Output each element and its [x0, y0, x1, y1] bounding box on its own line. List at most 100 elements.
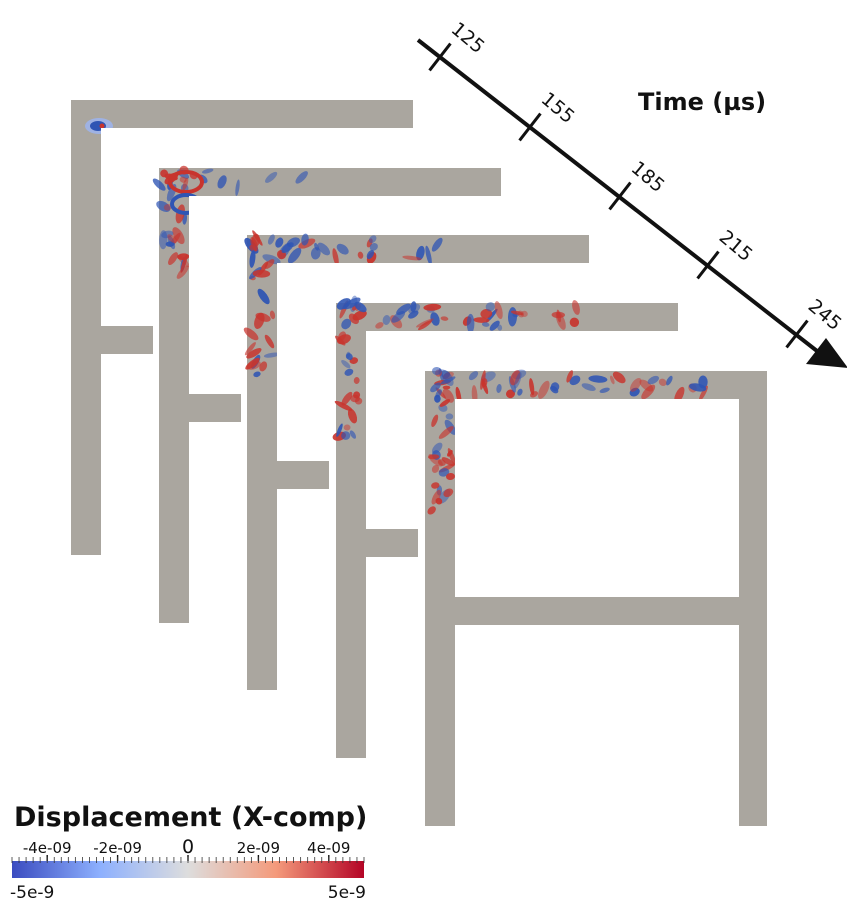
wave-blob [473, 317, 490, 323]
wave-blob [264, 334, 275, 349]
wave-field [427, 366, 708, 515]
wave-blob [441, 457, 455, 467]
wave-blob [510, 310, 524, 316]
wave-blob [609, 375, 615, 385]
colorbar-gradient [12, 861, 364, 878]
wave-blob [253, 371, 261, 378]
wave-blob [249, 250, 256, 268]
wave-blob [435, 497, 443, 505]
wave-blob [336, 298, 351, 310]
wave-blob [402, 255, 422, 261]
time-frames [71, 100, 767, 826]
wave-blob [269, 310, 276, 320]
wave-blob [443, 488, 454, 498]
wave-blob [317, 242, 331, 256]
wave-blob [440, 316, 449, 321]
time-axis-line [416, 38, 828, 360]
colorbar-tick-label: -4e-09 [23, 839, 72, 857]
wave-blob [442, 385, 451, 390]
wave-blob [354, 301, 367, 313]
wave-blob [428, 454, 440, 460]
structure-crossbar [247, 461, 329, 489]
time-axis-title: Time (µs) [638, 88, 766, 116]
wave-blob [250, 237, 258, 252]
wave-blob [517, 388, 523, 396]
wave-blob [447, 449, 453, 457]
wave-blob [347, 408, 358, 424]
colorbar-min-label: -5e-9 [10, 883, 54, 903]
wave-blob [156, 200, 171, 212]
wave-blob [246, 360, 261, 370]
wave-blob [569, 317, 580, 327]
wave-blob [445, 413, 454, 420]
wave-blob [431, 442, 443, 454]
wave-blob [435, 389, 442, 398]
wave-field [243, 230, 443, 378]
wave-blob [438, 468, 450, 477]
structure-top-beam [71, 100, 413, 128]
wave-blob [163, 203, 172, 211]
wave-blob [161, 230, 174, 239]
wave-blob [267, 234, 275, 245]
time-axis-arrowhead [806, 338, 847, 368]
wave-blob [442, 388, 455, 403]
wave-blob [556, 309, 561, 323]
wave-blob [641, 384, 656, 400]
wave-blob [520, 310, 528, 318]
wave-blob [485, 302, 495, 312]
wave-blob [341, 431, 351, 440]
wave-blob [599, 387, 610, 393]
wave-blob [349, 430, 357, 439]
wave-blob [263, 352, 280, 358]
wave-blob [168, 252, 178, 266]
time-tick-245 [785, 319, 809, 349]
wave-blob [353, 377, 360, 384]
wave-blob [332, 248, 339, 267]
wave-blob [494, 301, 503, 320]
colorbar-tick-label: 0 [182, 836, 194, 858]
wave-blob [343, 424, 351, 431]
colorbar-tick-label: 2e-09 [237, 839, 280, 857]
wave-blob [375, 322, 384, 329]
wave-blob [510, 370, 521, 386]
wave-blob [176, 265, 189, 279]
wave-blob [438, 426, 454, 439]
wave-blob [382, 315, 391, 325]
structure-crossbar [336, 529, 418, 557]
wave-blob [529, 378, 535, 396]
wave-blob [442, 372, 451, 380]
wave-blob [265, 171, 278, 183]
wave-blob [431, 482, 440, 489]
wave-blob [346, 353, 353, 361]
wave-blob [437, 459, 446, 466]
wave-field [332, 295, 580, 441]
colorbar-max-label: 5e-9 [328, 883, 366, 903]
wave-blob [423, 303, 442, 311]
time-tick-215 [696, 250, 720, 280]
wave-blob [468, 371, 479, 381]
wave-blob [430, 312, 440, 326]
wave-blob [489, 320, 500, 331]
frame-245 [425, 366, 767, 826]
wave-blob [647, 375, 660, 385]
wave-blob [243, 327, 259, 341]
wave-blob [440, 376, 456, 385]
wave-blob [572, 300, 580, 315]
wave-blob [665, 375, 673, 386]
wave-blob [530, 391, 538, 398]
wave-blob [310, 247, 321, 260]
wave-blob [357, 251, 364, 259]
wave-blob [182, 177, 189, 191]
wave-blob [369, 242, 378, 251]
structure-crossbar [425, 597, 767, 625]
wave-blob [408, 310, 419, 319]
wave-blob [275, 237, 284, 248]
time-tick-label-215: 215 [715, 226, 757, 266]
wave-blob [264, 259, 275, 269]
wave-blob [427, 506, 436, 515]
wave-blob [569, 375, 581, 386]
wave-blob [431, 489, 441, 505]
time-tick-label-185: 185 [627, 157, 669, 197]
wave-blob [281, 242, 294, 253]
